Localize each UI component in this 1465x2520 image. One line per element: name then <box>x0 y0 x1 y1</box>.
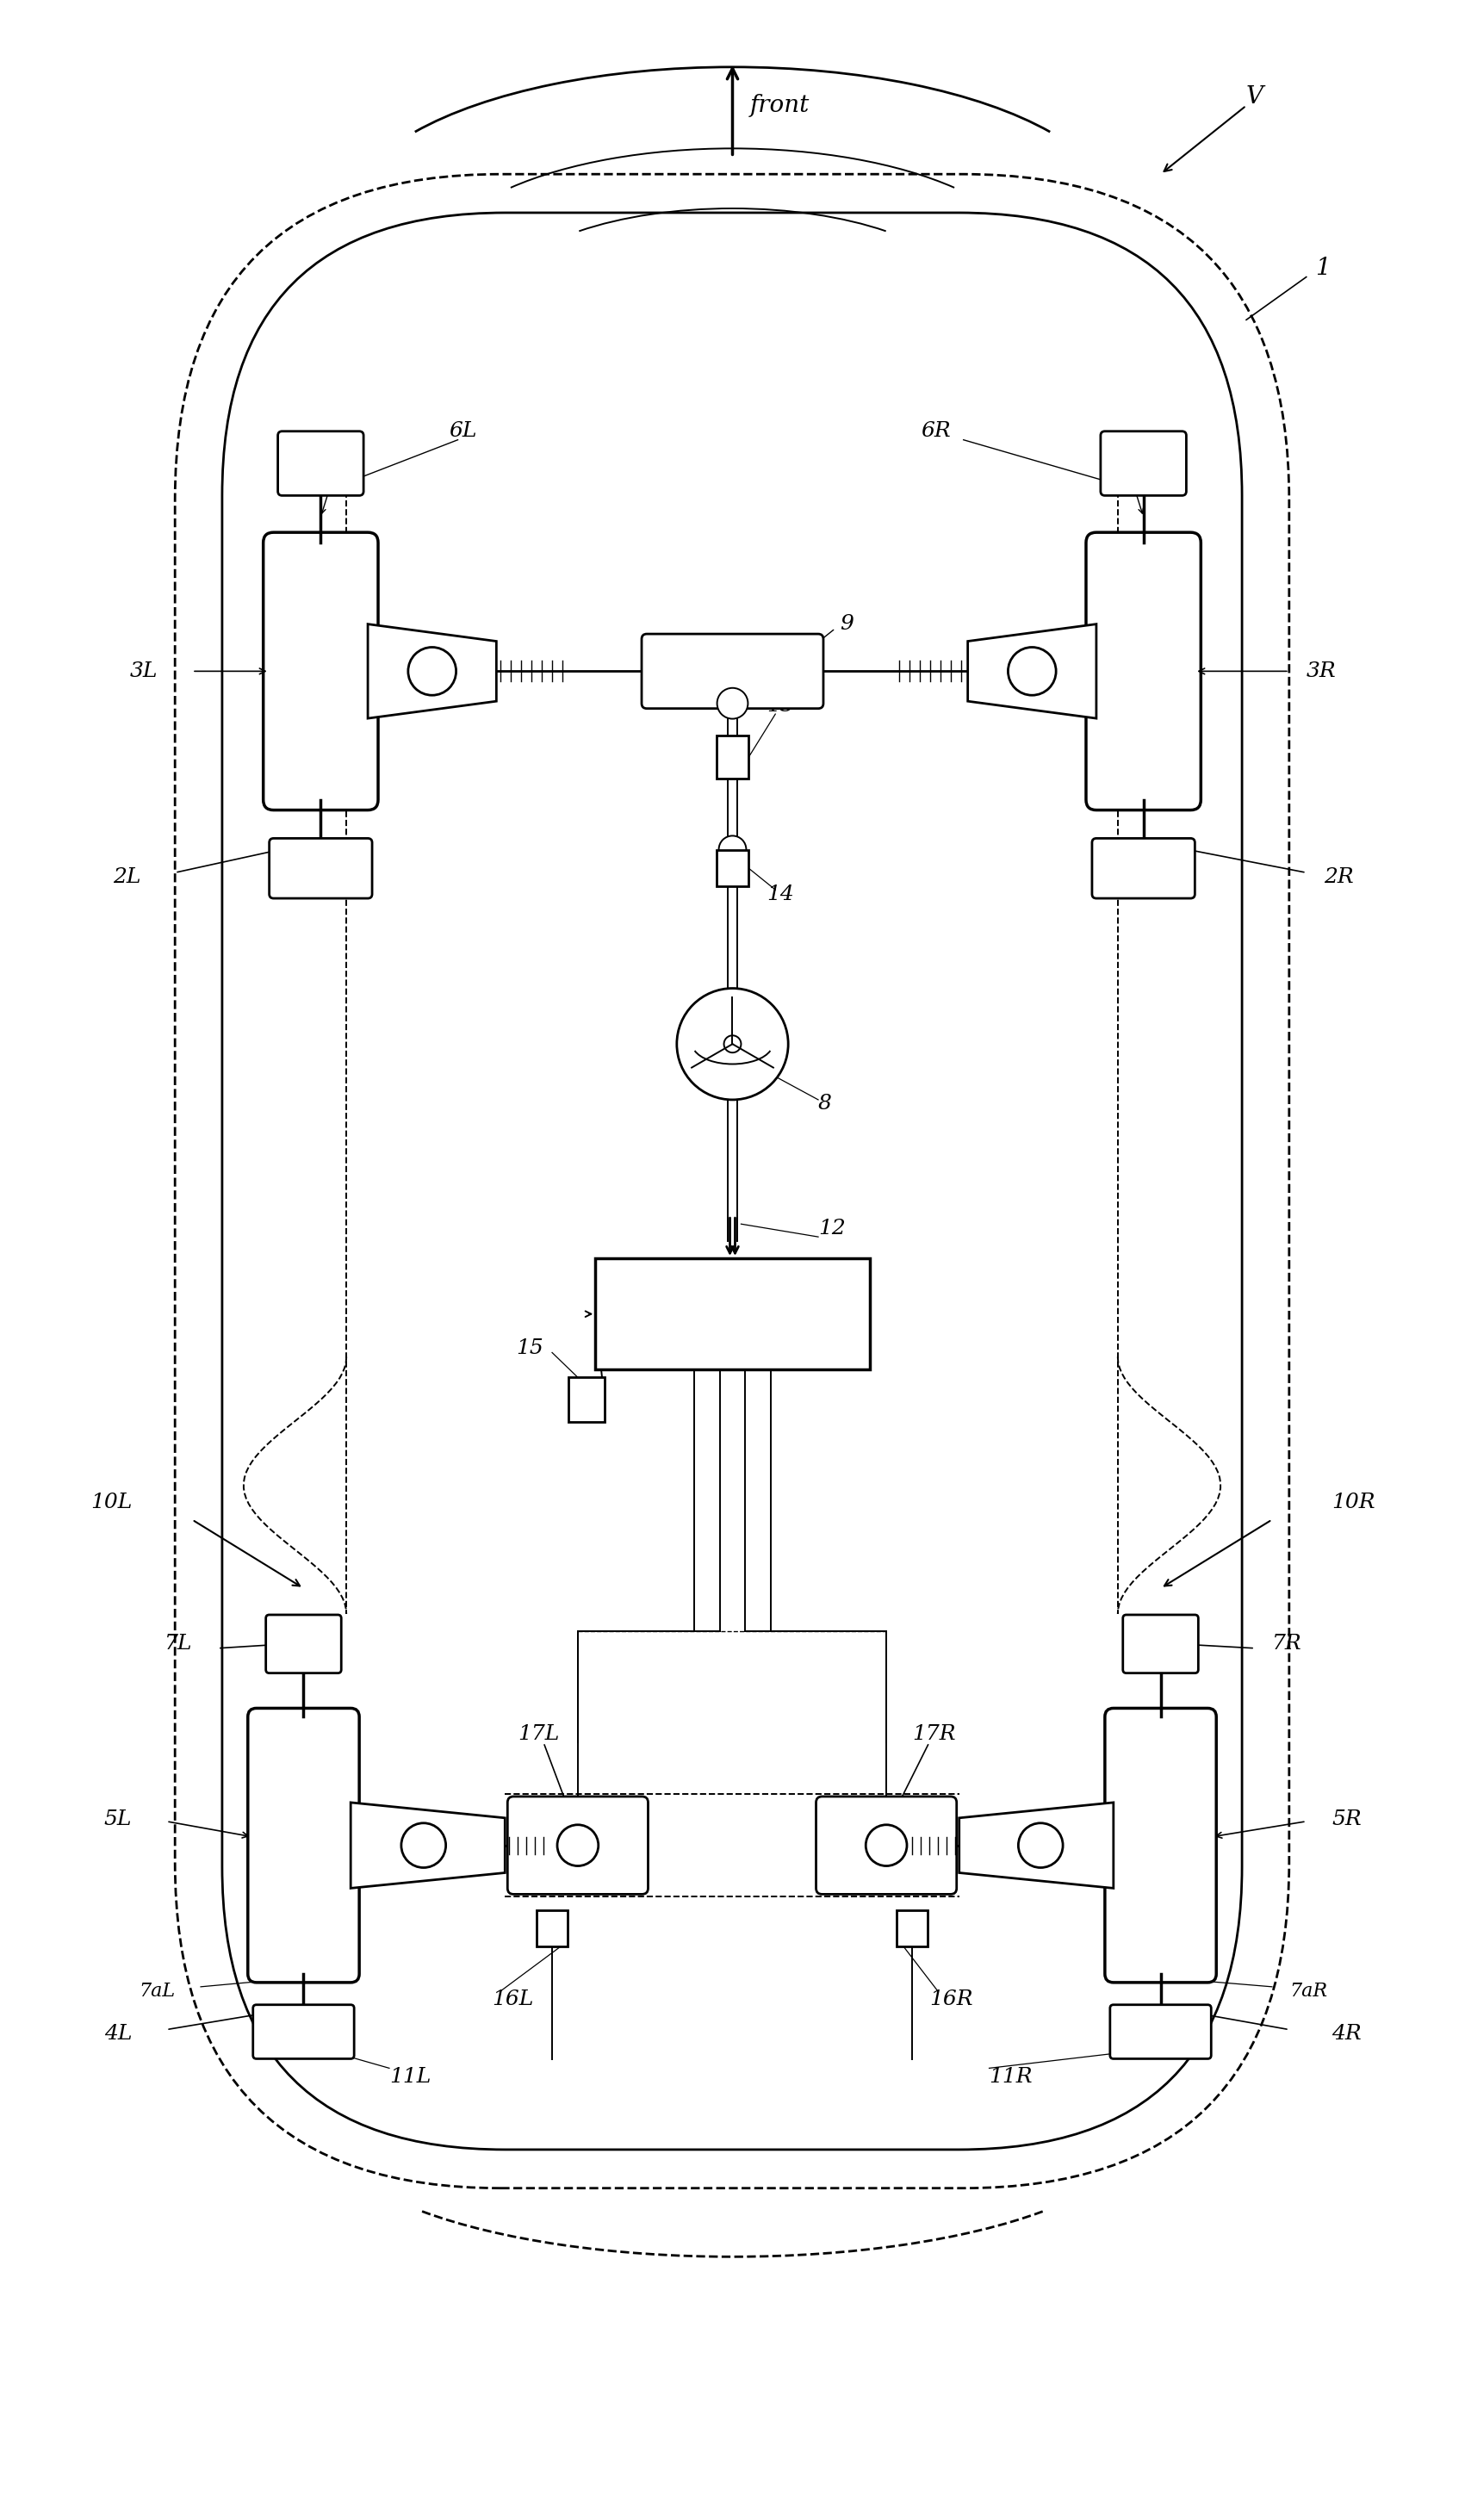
FancyBboxPatch shape <box>507 1797 648 1895</box>
Bar <box>536 1910 567 1945</box>
FancyBboxPatch shape <box>642 635 823 708</box>
Text: 2L: 2L <box>113 867 141 887</box>
Text: 5R: 5R <box>1332 1809 1362 1830</box>
Text: 7aR: 7aR <box>1289 1981 1327 2001</box>
Text: E C U: E C U <box>693 1300 772 1328</box>
Bar <box>716 849 749 887</box>
Circle shape <box>677 988 788 1099</box>
Circle shape <box>719 837 746 864</box>
Text: 5L: 5L <box>104 1809 132 1830</box>
Text: 11L: 11L <box>390 2066 431 2087</box>
Text: 14: 14 <box>766 885 794 905</box>
Text: V: V <box>1247 86 1263 108</box>
FancyBboxPatch shape <box>265 1615 341 1673</box>
Text: 10R: 10R <box>1332 1492 1376 1512</box>
FancyBboxPatch shape <box>1091 839 1195 897</box>
Polygon shape <box>960 1802 1113 1887</box>
FancyBboxPatch shape <box>1105 1709 1216 1983</box>
Text: 7aL: 7aL <box>139 1981 174 2001</box>
Text: 4R: 4R <box>1332 2024 1362 2044</box>
Text: 4L: 4L <box>104 2024 132 2044</box>
Text: front: front <box>750 93 809 118</box>
FancyBboxPatch shape <box>264 532 378 809</box>
Text: 6R: 6R <box>920 421 951 441</box>
Text: 10L: 10L <box>91 1492 132 1512</box>
Text: 7L: 7L <box>164 1633 192 1653</box>
FancyBboxPatch shape <box>1122 1615 1198 1673</box>
FancyBboxPatch shape <box>1100 431 1187 496</box>
Text: 17L: 17L <box>517 1724 560 1744</box>
Polygon shape <box>368 625 497 718</box>
Text: 12: 12 <box>819 1217 845 1237</box>
FancyBboxPatch shape <box>253 2006 355 2059</box>
Text: 15: 15 <box>516 1338 544 1358</box>
Text: 1: 1 <box>1316 257 1330 280</box>
Bar <box>595 1257 870 1371</box>
Polygon shape <box>968 625 1096 718</box>
FancyBboxPatch shape <box>248 1709 359 1983</box>
Text: 7R: 7R <box>1272 1633 1302 1653</box>
Bar <box>897 1910 927 1945</box>
Bar <box>716 736 749 779</box>
FancyBboxPatch shape <box>270 839 372 897</box>
FancyBboxPatch shape <box>1086 532 1201 809</box>
Text: 11R: 11R <box>989 2066 1033 2087</box>
Bar <box>568 1378 605 1421</box>
Text: 16R: 16R <box>929 1991 973 2008</box>
Text: 3R: 3R <box>1307 660 1336 680</box>
Text: 3L: 3L <box>130 660 158 680</box>
Text: 9: 9 <box>839 615 853 635</box>
Text: 16L: 16L <box>492 1991 533 2008</box>
Text: 8: 8 <box>819 1094 832 1114</box>
Text: 2R: 2R <box>1323 867 1354 887</box>
FancyBboxPatch shape <box>816 1797 957 1895</box>
Text: 13: 13 <box>766 696 794 716</box>
Text: 6L: 6L <box>450 421 478 441</box>
FancyBboxPatch shape <box>278 431 363 496</box>
FancyBboxPatch shape <box>1110 2006 1212 2059</box>
Circle shape <box>716 688 749 718</box>
Text: 17R: 17R <box>913 1724 955 1744</box>
Polygon shape <box>350 1802 505 1887</box>
